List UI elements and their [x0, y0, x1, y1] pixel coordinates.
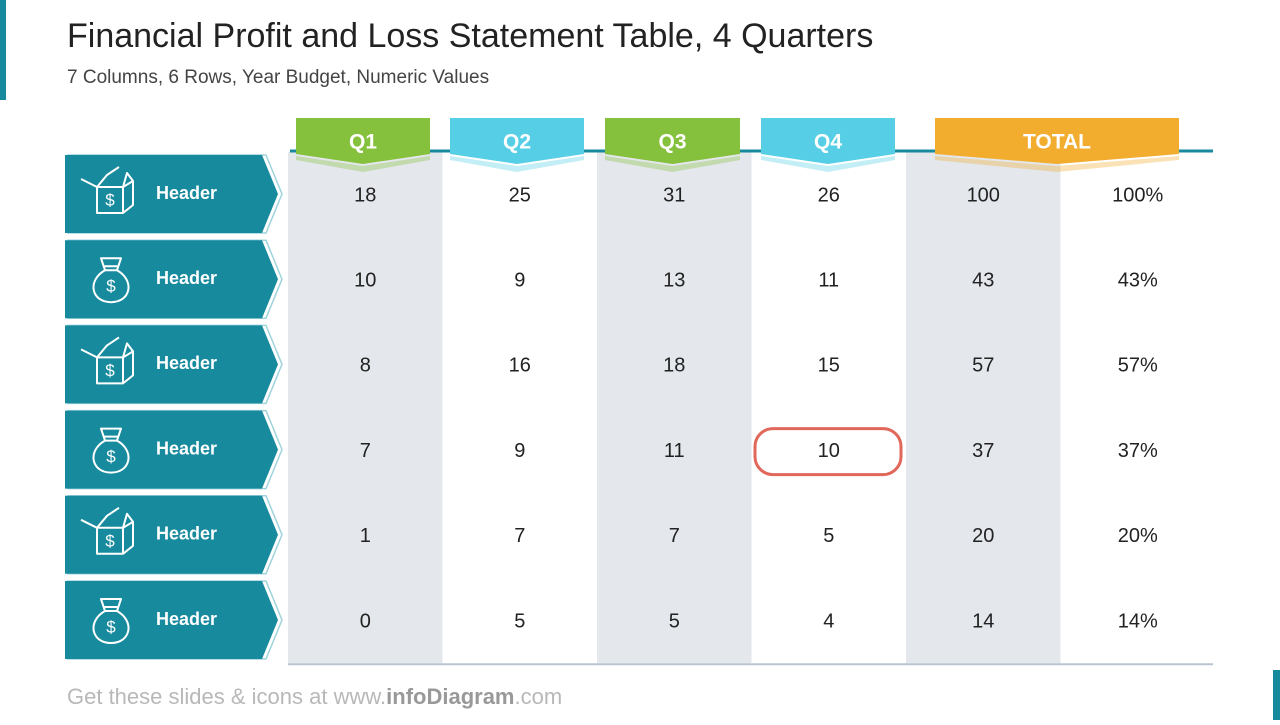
cell: 25 — [509, 184, 531, 206]
cell: 18 — [354, 184, 376, 206]
cell: 7 — [360, 440, 371, 462]
cell: 26 — [818, 184, 840, 206]
row-header — [65, 410, 278, 489]
cell: 57 — [972, 355, 994, 377]
footer-brand: infoDiagram — [386, 684, 514, 709]
cell: 7 — [669, 525, 680, 547]
column-shade — [597, 152, 752, 664]
icon-dollar: $ — [106, 617, 116, 636]
icon-dollar: $ — [105, 190, 115, 209]
icon-bag-body — [92, 427, 130, 474]
icon-bag: $ — [92, 427, 130, 474]
footer-prefix: Get these slides & icons at www. — [67, 684, 386, 709]
cell: 18 — [663, 355, 685, 377]
icon-box: $ — [80, 166, 134, 214]
icon-bag: $ — [92, 257, 130, 304]
icon-box-body — [80, 506, 134, 555]
column-tab — [605, 118, 740, 164]
cell: 57% — [1118, 355, 1158, 377]
row-label: Header — [156, 183, 217, 203]
icon-bag-body — [92, 257, 130, 304]
icon-box-body — [80, 166, 134, 214]
cell: 0 — [360, 610, 371, 632]
cell: 11 — [664, 440, 685, 462]
row-header — [65, 581, 278, 659]
footer-suffix: .com — [515, 684, 563, 709]
icon-bag: $ — [92, 598, 130, 644]
cell: 31 — [663, 184, 685, 206]
cell: 20 — [972, 525, 994, 547]
column-tab — [296, 118, 430, 164]
cell: 5 — [669, 610, 680, 632]
icon-box: $ — [80, 506, 134, 555]
cell: 9 — [514, 440, 525, 462]
cell: 43% — [1118, 269, 1158, 291]
title: Financial Profit and Loss Statement Tabl… — [67, 17, 873, 55]
icon-dollar: $ — [106, 277, 116, 296]
column-tab — [761, 118, 895, 164]
cell: 100% — [1112, 184, 1163, 206]
footer: Get these slides & icons at www.infoDiag… — [67, 684, 562, 709]
icon-dollar: $ — [106, 447, 116, 466]
cell: 100 — [967, 184, 1000, 206]
column-shade — [906, 152, 1061, 664]
icon-dollar: $ — [105, 361, 115, 380]
column-tab-shadow — [450, 156, 584, 172]
cell: 37% — [1118, 440, 1158, 462]
row-label: Header — [156, 438, 217, 458]
column-tab — [935, 118, 1179, 164]
cell: 16 — [509, 355, 531, 377]
cell: 1 — [360, 525, 371, 547]
column-tab — [450, 118, 584, 164]
cell: 7 — [514, 525, 525, 547]
cell: 37 — [972, 440, 994, 462]
column-tab-shadow — [761, 156, 895, 172]
column-header: Q4 — [814, 131, 842, 154]
cell: 5 — [823, 525, 834, 547]
cell: 11 — [818, 269, 839, 291]
icon-dollar: $ — [105, 531, 115, 550]
cell: 20% — [1118, 525, 1158, 547]
accent-bar — [1273, 670, 1280, 720]
row-label: Header — [156, 268, 217, 288]
column-header: Q1 — [349, 131, 377, 154]
row-header — [65, 240, 278, 319]
icon-bag-body — [92, 598, 130, 644]
cell: 10 — [818, 440, 840, 462]
cell: 43 — [972, 269, 994, 291]
column-tab-shadow — [296, 156, 430, 172]
icon-box: $ — [80, 336, 134, 385]
cell: 15 — [818, 355, 840, 377]
cell: 4 — [823, 610, 834, 632]
table: Q1 Q2 Q3 Q4 TOTAL$ Header 18 25 31 26 100 100%$ Head… — [65, 118, 1213, 666]
column-shade — [288, 152, 443, 664]
subtitle: 7 Columns, 6 Rows, Year Budget, Numeric … — [67, 67, 489, 88]
cell: 5 — [514, 610, 525, 632]
column-header: TOTAL — [1023, 131, 1091, 154]
column-tab-shadow — [935, 156, 1179, 172]
column-tab-shadow — [605, 156, 740, 172]
row-label: Header — [156, 353, 217, 373]
cell: 14 — [972, 610, 994, 632]
column-header: Q2 — [503, 131, 531, 154]
cell: 10 — [354, 269, 376, 291]
cell: 14% — [1118, 610, 1158, 632]
cell: 13 — [663, 269, 685, 291]
column-header: Q3 — [658, 131, 686, 154]
cell: 9 — [514, 269, 525, 291]
accent-bar — [0, 0, 6, 100]
row-label: Header — [156, 524, 217, 544]
icon-box-body — [80, 336, 134, 385]
cell: 8 — [360, 355, 371, 377]
row-label: Header — [156, 609, 217, 629]
highlight-circle — [753, 427, 903, 477]
